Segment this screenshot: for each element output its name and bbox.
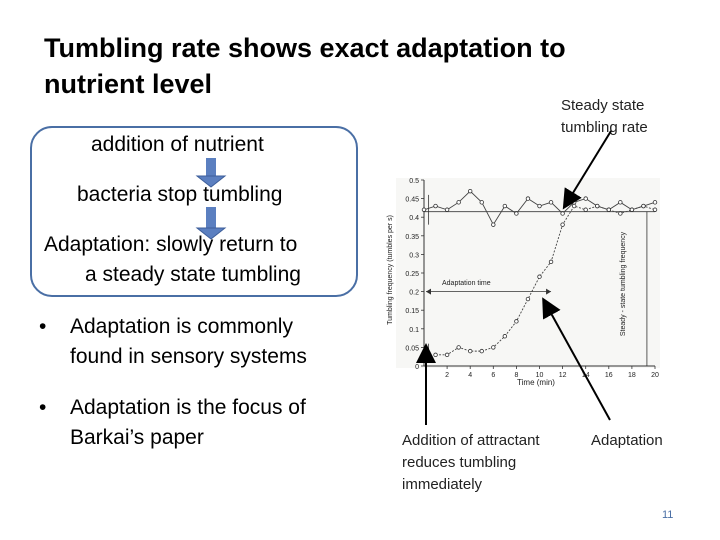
data-point [571, 200, 577, 205]
x-tick-label: 6 [491, 372, 495, 379]
title-line-1: Tumbling rate shows exact adaptation to [44, 33, 566, 63]
data-point [560, 222, 565, 227]
data-point [456, 345, 461, 350]
y-tick-label: 0.4 [409, 215, 419, 222]
adaptation-annotation: Adaptation [591, 432, 663, 449]
annotation-line: Addition of attractant [402, 432, 540, 449]
annotation-line: Steady state [561, 97, 645, 114]
x-tick-label: 8 [514, 372, 518, 379]
x-tick-label: 20 [651, 372, 659, 379]
adaptation-callout-box [30, 126, 358, 297]
bullet-item: • Adaptation is commonly found in sensor… [30, 312, 307, 372]
bullet-dot-icon: • [39, 315, 47, 338]
data-point [583, 207, 588, 212]
x-tick-label: 12 [559, 372, 567, 379]
data-point [618, 211, 623, 216]
data-point [537, 203, 542, 209]
x-tick-label: 16 [605, 372, 613, 379]
steady-state-side-label: Steady - state tumbling frequency [620, 231, 627, 336]
flow-step-nutrient: addition of nutrient [91, 133, 264, 156]
y-tick-label: 0.35 [405, 234, 419, 241]
data-point [652, 200, 658, 205]
attractant-annotation: Addition of attractant reduces tumbling … [402, 430, 540, 496]
x-tick-label: 18 [628, 372, 636, 379]
y-tick-label: 0.45 [405, 197, 419, 204]
annotation-line: immediately [402, 476, 483, 493]
annotation-line: tumbling rate [561, 119, 648, 136]
slide-title: Tumbling rate shows exact adaptation to … [44, 30, 684, 102]
y-tick-label: 0.5 [409, 178, 419, 185]
adaptation-time-label: Adaptation time [442, 280, 491, 287]
adaptation-time-arrowhead [546, 288, 552, 295]
annotation-line: reduces tumbling [402, 454, 517, 471]
slide-number: 11 [662, 509, 674, 521]
data-point [652, 207, 658, 212]
data-point [444, 352, 450, 358]
bullet-text: found in sensory systems [70, 345, 307, 368]
data-point [433, 203, 438, 209]
steady-state-annotation: Steady state tumbling rate [561, 95, 648, 139]
bullet-text: Barkai’s paper [70, 426, 204, 449]
data-point [525, 196, 531, 201]
data-point [629, 207, 635, 212]
bullet-list: • Adaptation is commonly found in sensor… [30, 312, 307, 474]
data-point [502, 334, 508, 339]
data-point [468, 188, 473, 194]
data-point [468, 348, 473, 354]
data-point [548, 259, 554, 265]
data-point [606, 207, 611, 212]
data-point [421, 207, 427, 212]
x-tick-label: 2 [445, 372, 449, 379]
data-point [514, 319, 519, 324]
x-tick-label: 10 [536, 372, 544, 379]
data-point [571, 203, 577, 209]
down-arrow-icon [195, 158, 227, 188]
flow-step-adaptation-line2: a steady state tumbling [85, 263, 301, 286]
data-point [560, 211, 565, 216]
data-point [514, 211, 519, 216]
bullet-text: Adaptation is commonly [70, 315, 293, 338]
data-point [502, 203, 508, 209]
flow-step-adaptation-line1: Adaptation: slowly return to [44, 233, 298, 256]
title-line-2: nutrient level [44, 69, 213, 99]
data-point [537, 274, 542, 279]
flow-step-stop-tumbling: bacteria stop tumbling [77, 183, 283, 206]
y-axis-label: Tumbling frequency (tumbles per s) [387, 215, 394, 325]
data-point [479, 200, 484, 205]
bullet-item: • Adaptation is the focus of Barkai’s pa… [30, 393, 307, 453]
data-point [433, 352, 438, 358]
data-point [548, 200, 554, 205]
y-tick-label: 0.1 [409, 327, 419, 334]
y-tick-label: 0.15 [405, 308, 419, 315]
x-tick-label: 4 [468, 372, 472, 379]
y-tick-label: 0.3 [409, 252, 419, 259]
data-point [641, 203, 646, 209]
y-tick-label: 0 [415, 364, 419, 371]
data-point [618, 200, 623, 205]
adaptation-time-arrowhead [426, 288, 431, 295]
chart-background [396, 178, 660, 368]
data-point [444, 207, 450, 212]
data-point [595, 203, 600, 209]
y-tick-label: 0.05 [405, 345, 419, 352]
data-point [525, 296, 531, 302]
data-point [583, 196, 588, 201]
y-tick-label: 0.25 [405, 271, 419, 278]
x-axis-label: Time (min) [517, 378, 555, 387]
data-point [491, 222, 496, 227]
adaptation-arrow [542, 297, 611, 421]
tumbling-chart: 0 0.05 0.1 0.15 0.2 0.25 0.3 0.35 0.4 0.45 0.5 2 4 6 8… [387, 178, 660, 387]
data-point [479, 348, 484, 354]
data-point [456, 200, 461, 205]
y-tick-label: 0.2 [409, 290, 419, 297]
steady-state-arrow [562, 130, 612, 210]
bullet-dot-icon: • [39, 396, 47, 419]
data-point [491, 345, 496, 350]
bullet-text: Adaptation is the focus of [70, 396, 306, 419]
down-arrow-icon [195, 207, 227, 240]
